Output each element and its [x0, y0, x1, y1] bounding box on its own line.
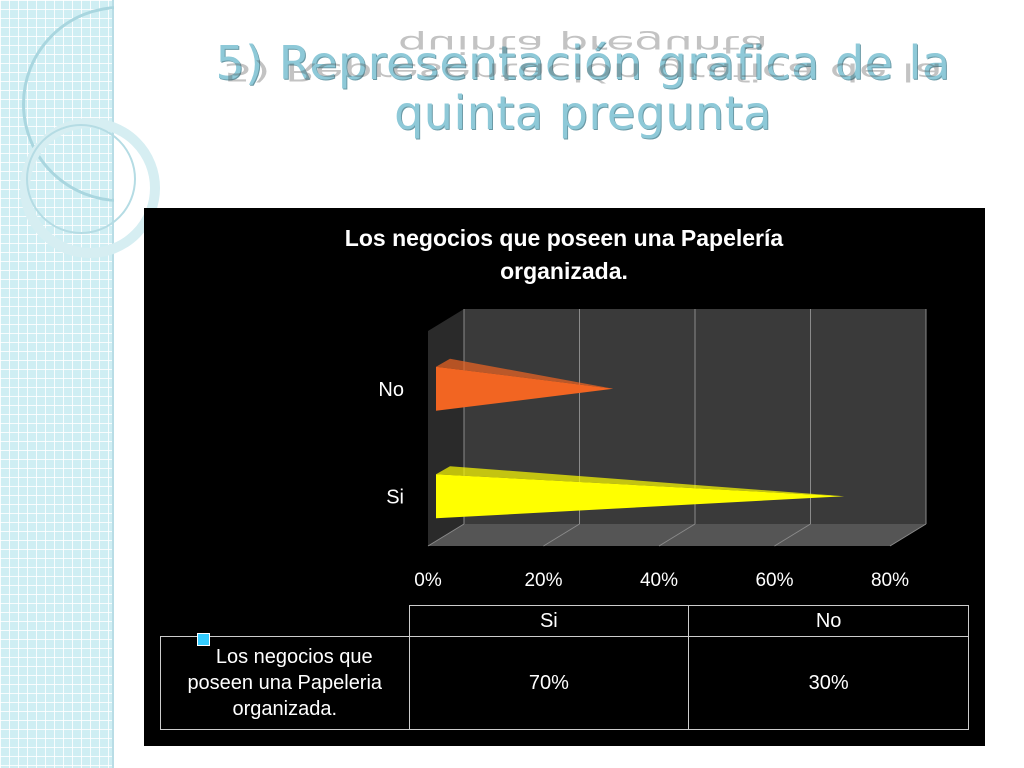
legend-swatch-icon [196, 633, 210, 647]
decorative-ring [20, 118, 160, 258]
table-corner-cell [160, 605, 410, 637]
x-tick-label: 20% [524, 570, 562, 591]
gridline-floor [427, 523, 465, 547]
series-label-line: Los negocios que [215, 646, 373, 668]
chart-data-table: Si No Los negocios que poseen una Papele… [160, 605, 969, 730]
table-header-row: Si No [160, 605, 969, 637]
gridline-floor [774, 523, 811, 547]
slide-title: 5) Representación grafica de la quinta p… [215, 36, 951, 140]
series-label-line: poseen una Papeleria [187, 672, 383, 694]
gridline-floor [889, 523, 927, 547]
gridline-floor [543, 523, 580, 547]
bar-chart: 0% 20% 40% 60% 80% Si No [378, 309, 927, 591]
bar-si [436, 474, 845, 519]
bar-top-face [436, 358, 614, 389]
chart-title-line: organizada. [500, 258, 628, 284]
chart-title-line: Los negocios que poseen una Papelería [344, 225, 784, 251]
decorative-ring [26, 124, 136, 234]
chart-title: Los negocios que poseen una Papelería or… [144, 222, 984, 288]
y-category-label: Si [386, 486, 404, 508]
x-tick-label: 0% [414, 570, 442, 591]
chart-panel: Los negocios que poseen una Papelería or… [144, 208, 985, 746]
table-value-no: 30% [688, 636, 969, 730]
table-header-no: No [688, 605, 969, 637]
gridline-floor [658, 523, 696, 547]
series-label-cell: Los negocios que poseen una Papeleria or… [160, 633, 410, 730]
table-header-si: Si [408, 605, 690, 637]
x-tick-label: 60% [755, 570, 793, 591]
series-label-line: organizada. [232, 698, 338, 720]
table-value-si: 70% [408, 636, 690, 730]
x-tick-label: 80% [871, 570, 909, 591]
x-tick-label: 40% [640, 570, 678, 591]
table-row: Los negocios que poseen una Papeleria or… [160, 633, 969, 730]
bar-top-face [436, 466, 845, 497]
bar-no [436, 366, 614, 411]
y-category-label: No [378, 379, 404, 401]
